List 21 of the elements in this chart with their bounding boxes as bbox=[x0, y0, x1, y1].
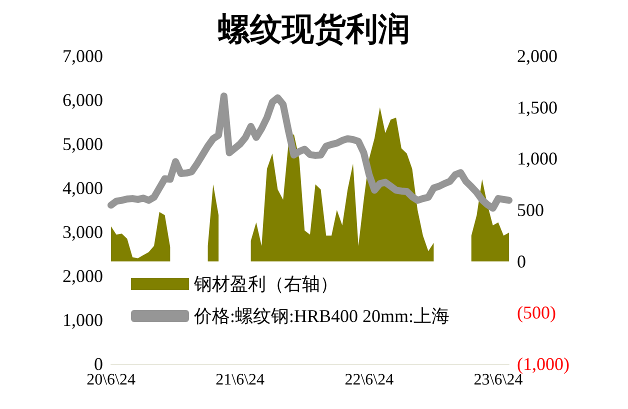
y2-tick-label: 1,000 bbox=[517, 148, 558, 169]
y2-tick-label: (500) bbox=[517, 302, 556, 323]
y2-tick-label: 1,500 bbox=[517, 97, 558, 118]
y2-tick-label: 500 bbox=[517, 200, 544, 220]
y-tick-label: 2,000 bbox=[62, 266, 103, 286]
y-tick-label: 7,000 bbox=[62, 46, 103, 66]
y2-tick-label: 0 bbox=[517, 251, 526, 272]
legend-label: 钢材盈利（右轴） bbox=[193, 274, 338, 294]
y-tick-label: 3,000 bbox=[62, 222, 103, 242]
x-tick-label: 21\6\24 bbox=[216, 372, 265, 388]
y-tick-label: 6,000 bbox=[62, 90, 103, 110]
x-tick-label: 20\6\24 bbox=[86, 372, 136, 388]
y-tick-label: 5,000 bbox=[62, 134, 103, 154]
y-tick-label: 0 bbox=[94, 354, 103, 374]
legend-label: 价格:螺纹钢:HRB400 20mm:上海 bbox=[193, 306, 450, 326]
y-tick-label: 4,000 bbox=[62, 178, 103, 198]
x-tick-label: 22\6\24 bbox=[344, 372, 394, 388]
y2-tick-label: (1,000) bbox=[517, 354, 570, 374]
y-tick-label: 1,000 bbox=[62, 310, 103, 330]
y2-tick-label: 2,000 bbox=[517, 46, 558, 66]
chart-title: 螺纹现货利润 bbox=[217, 11, 410, 47]
